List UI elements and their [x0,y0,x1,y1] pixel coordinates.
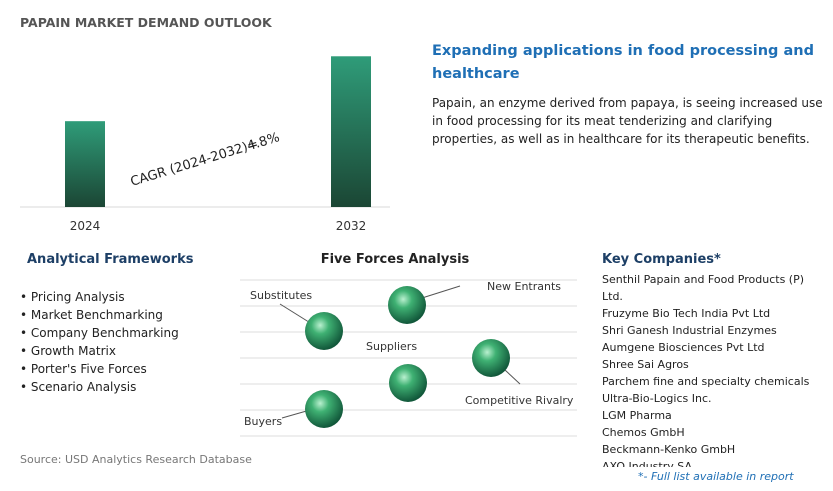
list-item: LGM Pharma [602,409,672,422]
chart-title: PAPAIN MARKET DEMAND OUTLOOK [20,15,273,30]
x-tick-label: 2024 [70,219,101,233]
list-item: Scenario Analysis [20,378,179,396]
list-item: Ultra-Bio-Logics Inc. [602,392,712,405]
force-label: Buyers [244,415,282,428]
list-item: Chemos GmbH [602,426,685,439]
x-tick-label: 2032 [336,219,367,233]
five-forces-title: Five Forces Analysis [320,252,470,267]
list-item: AXO Industry SA [602,460,692,467]
companies-list: Senthil Papain and Food Products (P) Ltd… [602,271,824,467]
list-item: Parchem fine and specialty chemicals [602,375,810,388]
list-item: Pricing Analysis [20,288,179,306]
force-label: New Entrants [487,280,561,293]
companies-note: *- Full list available in report [638,470,794,483]
list-item: Aumgene Biosciences Pvt Ltd [602,341,765,354]
cagr-label: CAGR (2024-2032)= [129,137,260,190]
source: Source: USD Analytics Research Database [20,453,252,466]
description: Papain, an enzyme derived from papaya, i… [432,96,823,146]
list-item: Beckmann-Kenko GmbH [602,443,736,456]
bar [65,121,105,207]
list-item: Porter's Five Forces [20,360,179,378]
list-item: Growth Matrix [20,342,179,360]
cagr-annotation: CAGR (2024-2032)= 4.8% [129,130,282,190]
cagr-value: 4.8% [245,130,281,154]
frameworks-title: Analytical Frameworks [27,252,194,267]
force-label: Competitive Rivalry [465,394,574,407]
headline: Expanding applications in food processin… [432,43,814,82]
force-label: Substitutes [250,289,312,302]
companies-title: Key Companies* [602,252,721,267]
force-label: Suppliers [366,340,417,353]
list-item: Fruzyme Bio Tech India Pvt Ltd [602,307,771,320]
frameworks-list: Pricing AnalysisMarket BenchmarkingCompa… [20,288,179,396]
list-item: Market Benchmarking [20,306,179,324]
force-balls [305,286,510,428]
list-item: Shri Ganesh Industrial Enzymes [602,324,777,337]
list-item: Company Benchmarking [20,324,179,342]
list-item: Senthil Papain and Food Products (P) Ltd… [602,273,805,303]
bar [331,56,371,207]
list-item: Shree Sai Agros [602,358,689,371]
